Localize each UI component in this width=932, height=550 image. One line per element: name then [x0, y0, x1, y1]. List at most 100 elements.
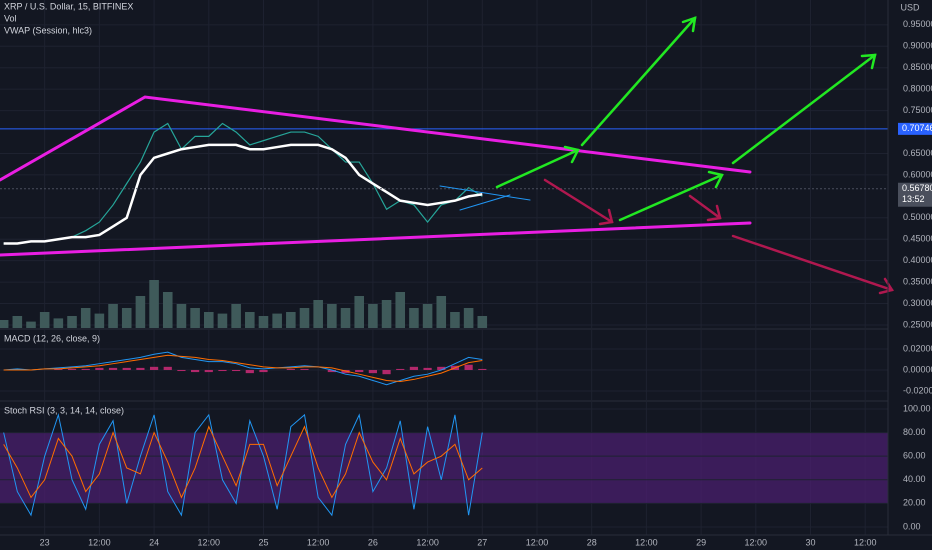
- volume-bar: [121, 308, 132, 328]
- y-tick-label: 40.00: [903, 474, 926, 484]
- y-tick-label: 80.00: [903, 427, 926, 437]
- histogram-bar: [136, 367, 145, 370]
- volume-bar: [463, 308, 474, 328]
- y-tick-label: 100.00: [903, 403, 931, 413]
- histogram-bar: [409, 366, 419, 370]
- volume-bar: [217, 313, 228, 328]
- last-price-label: 0.56780: [902, 183, 932, 193]
- volume-bar: [258, 316, 269, 328]
- histogram-bar: [286, 368, 295, 370]
- histogram-bar: [54, 368, 63, 370]
- x-tick-label: 12:00: [416, 537, 439, 547]
- red-arrows: [543, 178, 894, 295]
- histogram-bar: [245, 369, 254, 374]
- histogram-bar: [67, 368, 77, 370]
- line: [3, 143, 483, 245]
- price-tag: [898, 122, 932, 135]
- volume-bar: [26, 321, 36, 328]
- volume-bar: [53, 318, 64, 328]
- x-tick-label: 27: [477, 537, 487, 547]
- histogram-bar: [177, 369, 186, 372]
- y-tick-label: 0.00000: [903, 364, 932, 374]
- histogram-bar: [149, 366, 159, 370]
- drawings: [0, 16, 894, 295]
- macd-label: MACD (12, 26, close, 9): [4, 333, 100, 343]
- volume-bar: [39, 312, 50, 328]
- volume-bar: [409, 308, 419, 328]
- volume-bar: [108, 304, 118, 328]
- histogram-bar: [95, 367, 104, 370]
- channel-line: [459, 194, 511, 211]
- histogram-bar: [300, 368, 309, 370]
- x-tick-label: 24: [149, 537, 159, 547]
- histogram-bar: [191, 369, 200, 373]
- trend-line: [0, 221, 752, 257]
- histogram-bar: [122, 367, 131, 370]
- x-tick-label: 29: [696, 537, 706, 547]
- x-tick-label: 26: [368, 537, 378, 547]
- x-tick-label: 25: [258, 537, 268, 547]
- volume-bar: [327, 304, 337, 328]
- currency: USD: [900, 2, 920, 12]
- volume-bar: [67, 316, 77, 328]
- volume-bar: [368, 304, 378, 328]
- histogram-bar: [368, 369, 377, 374]
- volume-bar: [299, 308, 310, 328]
- volume-bar: [149, 280, 159, 328]
- volume-bar: [0, 320, 9, 328]
- volume-bar: [354, 296, 364, 328]
- histogram-bar: [259, 369, 268, 373]
- last-price-tag: [898, 182, 932, 207]
- volume-bar: [176, 304, 187, 328]
- histogram-bar: [396, 368, 405, 370]
- volume-bar: [272, 313, 282, 328]
- line: [3, 351, 483, 386]
- y-tick-label: 0.00: [903, 521, 921, 531]
- histogram-bar: [382, 369, 391, 375]
- volume-bar: [381, 300, 392, 328]
- histogram-bar: [327, 369, 336, 373]
- histogram-bar: [355, 369, 364, 373]
- histogram-bar: [423, 367, 432, 370]
- x-tick-label: 12:00: [307, 537, 330, 547]
- histogram-bar: [464, 364, 473, 370]
- volume-bar: [190, 308, 200, 328]
- volume-bar: [477, 316, 488, 328]
- line: [3, 425, 483, 499]
- volume-bar: [436, 296, 447, 328]
- histogram-bar: [13, 368, 22, 370]
- x-tick-label: 12:00: [88, 537, 111, 547]
- volume-bar: [245, 312, 255, 328]
- volume-bar: [203, 312, 214, 328]
- x-tick-label: 23: [40, 537, 50, 547]
- vwap-label: VWAP (Session, hlc3): [4, 25, 92, 35]
- volume-bar: [395, 292, 406, 328]
- histogram-bar: [478, 368, 487, 370]
- x-tick-label: 12:00: [526, 537, 549, 547]
- plot: [0, 122, 888, 517]
- volume-bar: [94, 313, 105, 328]
- volume-bar: [12, 316, 23, 328]
- line: [3, 412, 483, 517]
- volume-bar: [422, 304, 433, 328]
- x-tick-label: 28: [587, 537, 597, 547]
- trend-line: [0, 95, 752, 182]
- volume-bar: [450, 312, 460, 328]
- volume-bar: [340, 308, 351, 328]
- countdown: 13:52: [902, 194, 925, 204]
- y-tick-label: 60.00: [903, 451, 926, 461]
- x-tick-label: 12:00: [198, 537, 221, 547]
